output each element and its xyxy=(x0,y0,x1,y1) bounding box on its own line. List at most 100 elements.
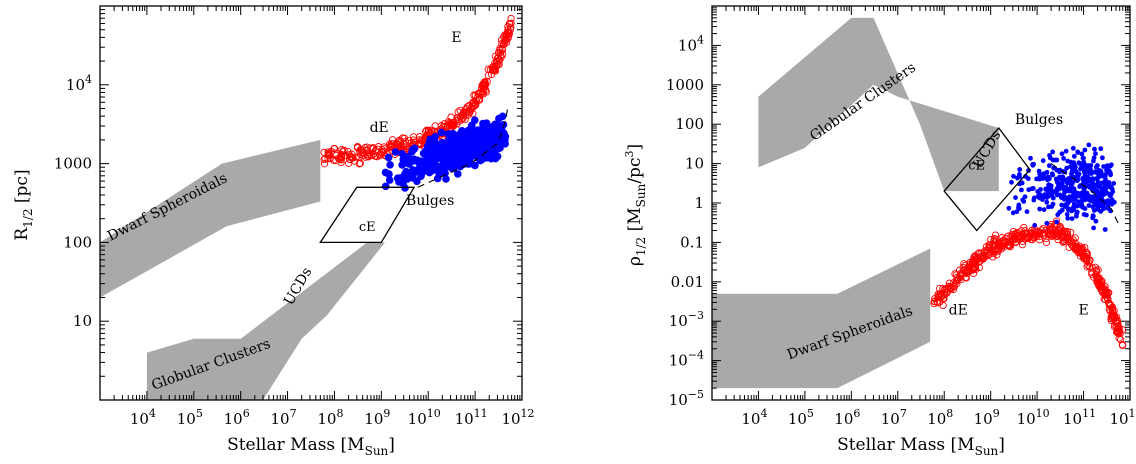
bulge-point xyxy=(447,135,456,144)
de-e-point xyxy=(507,14,515,23)
de-e-point xyxy=(961,261,970,270)
de-e-point xyxy=(989,253,997,261)
bulge-point xyxy=(1100,204,1106,210)
bulge-point xyxy=(1016,205,1021,211)
bulge-point xyxy=(1081,155,1086,161)
bulge-point xyxy=(1046,163,1052,169)
y-axis-label: R1/2 [pc] xyxy=(12,169,35,240)
bulge-point xyxy=(1108,184,1114,190)
de-e-point xyxy=(996,240,1004,249)
bulge-point xyxy=(1091,225,1096,231)
de-e-point xyxy=(502,38,511,47)
bulge-point xyxy=(447,154,456,163)
de-e-point xyxy=(1039,231,1047,239)
bulge-point xyxy=(1075,150,1081,156)
bulge-point xyxy=(1099,196,1105,202)
bulge-point xyxy=(1059,202,1065,208)
de-e-point xyxy=(1004,232,1012,240)
de-e-point xyxy=(1088,264,1097,272)
de-e-point xyxy=(474,93,482,101)
bulge-point xyxy=(483,142,491,151)
de-e-point xyxy=(1005,237,1014,246)
de-e-point xyxy=(492,61,500,70)
x-axis-label: Stellar Mass [MSun] xyxy=(837,435,1005,458)
de-e-point xyxy=(1112,322,1120,331)
bulge-point xyxy=(1089,181,1095,187)
de-e-point xyxy=(416,140,425,149)
bulge-point xyxy=(1104,163,1110,169)
bulge-point xyxy=(1017,174,1022,180)
bulge-point xyxy=(1070,145,1076,151)
de-e-point xyxy=(507,23,515,31)
de-e-point xyxy=(503,28,512,36)
de-e-point xyxy=(484,71,492,80)
de-e-point xyxy=(943,289,951,297)
bulge-point xyxy=(1086,203,1092,208)
bulge-point xyxy=(1054,177,1059,183)
bulge-point xyxy=(474,148,483,156)
de-e-point xyxy=(1078,244,1086,252)
bulge-point xyxy=(1037,206,1043,212)
bulge-point xyxy=(385,176,394,184)
bulge-point xyxy=(1079,191,1085,197)
de-e-point xyxy=(966,263,974,271)
bulge-point xyxy=(402,167,410,176)
bulge-point xyxy=(1086,169,1092,175)
de-e-point xyxy=(386,142,394,150)
bulge-point xyxy=(1079,201,1084,207)
bulge-point xyxy=(1092,169,1098,175)
de-e-point xyxy=(1074,244,1082,252)
de-e-point xyxy=(320,148,328,157)
bulge-point xyxy=(454,170,462,178)
x-tick-label: 1010 xyxy=(408,407,441,428)
de-e-point xyxy=(400,134,409,142)
de-e-point xyxy=(1086,256,1094,264)
bulge-point xyxy=(1065,158,1071,164)
de-e-point xyxy=(496,51,505,60)
de-e-point xyxy=(1048,232,1056,241)
annotation-de: dE xyxy=(370,120,389,136)
bulge-point xyxy=(1062,195,1068,200)
de-e-point xyxy=(331,149,339,157)
bulge-point xyxy=(1091,158,1096,164)
bulge-point xyxy=(1072,204,1077,210)
bulge-boundary-dashed xyxy=(1050,163,1121,227)
bulge-point xyxy=(1100,155,1105,161)
de-e-point xyxy=(934,299,942,307)
bulge-point xyxy=(1104,190,1109,196)
bulge-point xyxy=(1041,207,1047,213)
de-e-point xyxy=(987,235,995,244)
de-e-point xyxy=(975,263,983,272)
bulge-point xyxy=(1019,180,1025,186)
de-e-point xyxy=(982,242,991,251)
bulge-point xyxy=(457,138,466,146)
bulge-point xyxy=(1017,167,1023,172)
bulge-point xyxy=(1044,220,1050,226)
de-e-point xyxy=(332,156,340,165)
bulge-point xyxy=(418,166,426,174)
series-de-e xyxy=(930,217,1127,350)
bulge-point xyxy=(1068,198,1074,203)
bulge-point xyxy=(1109,162,1114,168)
y-tick-label: 1000 xyxy=(54,155,92,173)
x-tick-label: 105 xyxy=(177,407,203,428)
de-e-point xyxy=(348,154,356,162)
bulge-point xyxy=(1067,194,1072,200)
y-tick-label: 1 xyxy=(694,194,704,212)
x-tick-label: 108 xyxy=(927,407,953,428)
bulge-point xyxy=(1095,179,1101,185)
bulge-point xyxy=(482,130,491,138)
bulge-point xyxy=(1075,199,1081,205)
plot-area xyxy=(100,14,515,400)
de-e-point xyxy=(984,251,993,259)
bulge-point xyxy=(1046,182,1052,188)
plot-frame xyxy=(99,5,523,401)
de-e-point xyxy=(994,242,1002,250)
y-tick-label: 10 xyxy=(685,155,704,173)
bulge-point xyxy=(441,163,450,171)
de-e-point xyxy=(470,91,478,99)
bulge-point xyxy=(1101,164,1106,169)
bulge-point xyxy=(1049,192,1055,198)
bulge-point xyxy=(495,114,503,123)
de-e-point xyxy=(1007,239,1015,247)
